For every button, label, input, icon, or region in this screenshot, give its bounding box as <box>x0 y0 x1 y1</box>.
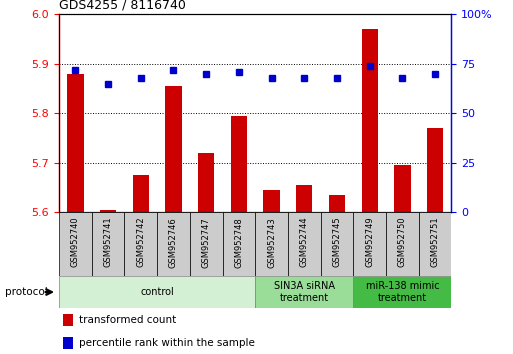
Bar <box>124 212 157 276</box>
Bar <box>231 116 247 212</box>
Bar <box>92 212 124 276</box>
Text: GSM952740: GSM952740 <box>71 217 80 268</box>
Text: GSM952749: GSM952749 <box>365 217 374 268</box>
Text: transformed count: transformed count <box>78 315 176 325</box>
Bar <box>288 212 321 276</box>
Bar <box>353 212 386 276</box>
Bar <box>198 153 214 212</box>
Text: GSM952748: GSM952748 <box>234 217 243 268</box>
Bar <box>132 175 149 212</box>
Bar <box>255 276 353 308</box>
Text: GSM952743: GSM952743 <box>267 217 276 268</box>
Bar <box>63 314 73 326</box>
Bar <box>100 210 116 212</box>
Text: GDS4255 / 8116740: GDS4255 / 8116740 <box>59 0 186 12</box>
Bar <box>296 185 312 212</box>
Bar <box>165 86 182 212</box>
Text: miR-138 mimic
treatment: miR-138 mimic treatment <box>366 281 439 303</box>
Text: GSM952741: GSM952741 <box>104 217 112 268</box>
Bar <box>255 212 288 276</box>
Bar <box>362 29 378 212</box>
Bar <box>386 212 419 276</box>
Bar <box>263 190 280 212</box>
Bar <box>223 212 255 276</box>
Text: protocol: protocol <box>5 287 48 297</box>
Bar <box>190 212 223 276</box>
Bar <box>394 165 410 212</box>
Text: GSM952744: GSM952744 <box>300 217 309 268</box>
Bar <box>67 74 84 212</box>
Bar <box>353 276 451 308</box>
Text: GSM952750: GSM952750 <box>398 217 407 268</box>
Text: SIN3A siRNA
treatment: SIN3A siRNA treatment <box>274 281 335 303</box>
Bar <box>427 128 443 212</box>
Bar <box>157 212 190 276</box>
Text: GSM952747: GSM952747 <box>202 217 211 268</box>
Text: control: control <box>140 287 174 297</box>
Text: GSM952742: GSM952742 <box>136 217 145 268</box>
Bar <box>59 212 92 276</box>
Text: GSM952751: GSM952751 <box>430 217 440 268</box>
Bar <box>63 337 73 349</box>
Bar <box>419 212 451 276</box>
Text: GSM952746: GSM952746 <box>169 217 178 268</box>
Bar <box>321 212 353 276</box>
Bar <box>59 276 255 308</box>
Text: percentile rank within the sample: percentile rank within the sample <box>78 338 254 348</box>
Text: GSM952745: GSM952745 <box>332 217 342 268</box>
Bar <box>329 195 345 212</box>
